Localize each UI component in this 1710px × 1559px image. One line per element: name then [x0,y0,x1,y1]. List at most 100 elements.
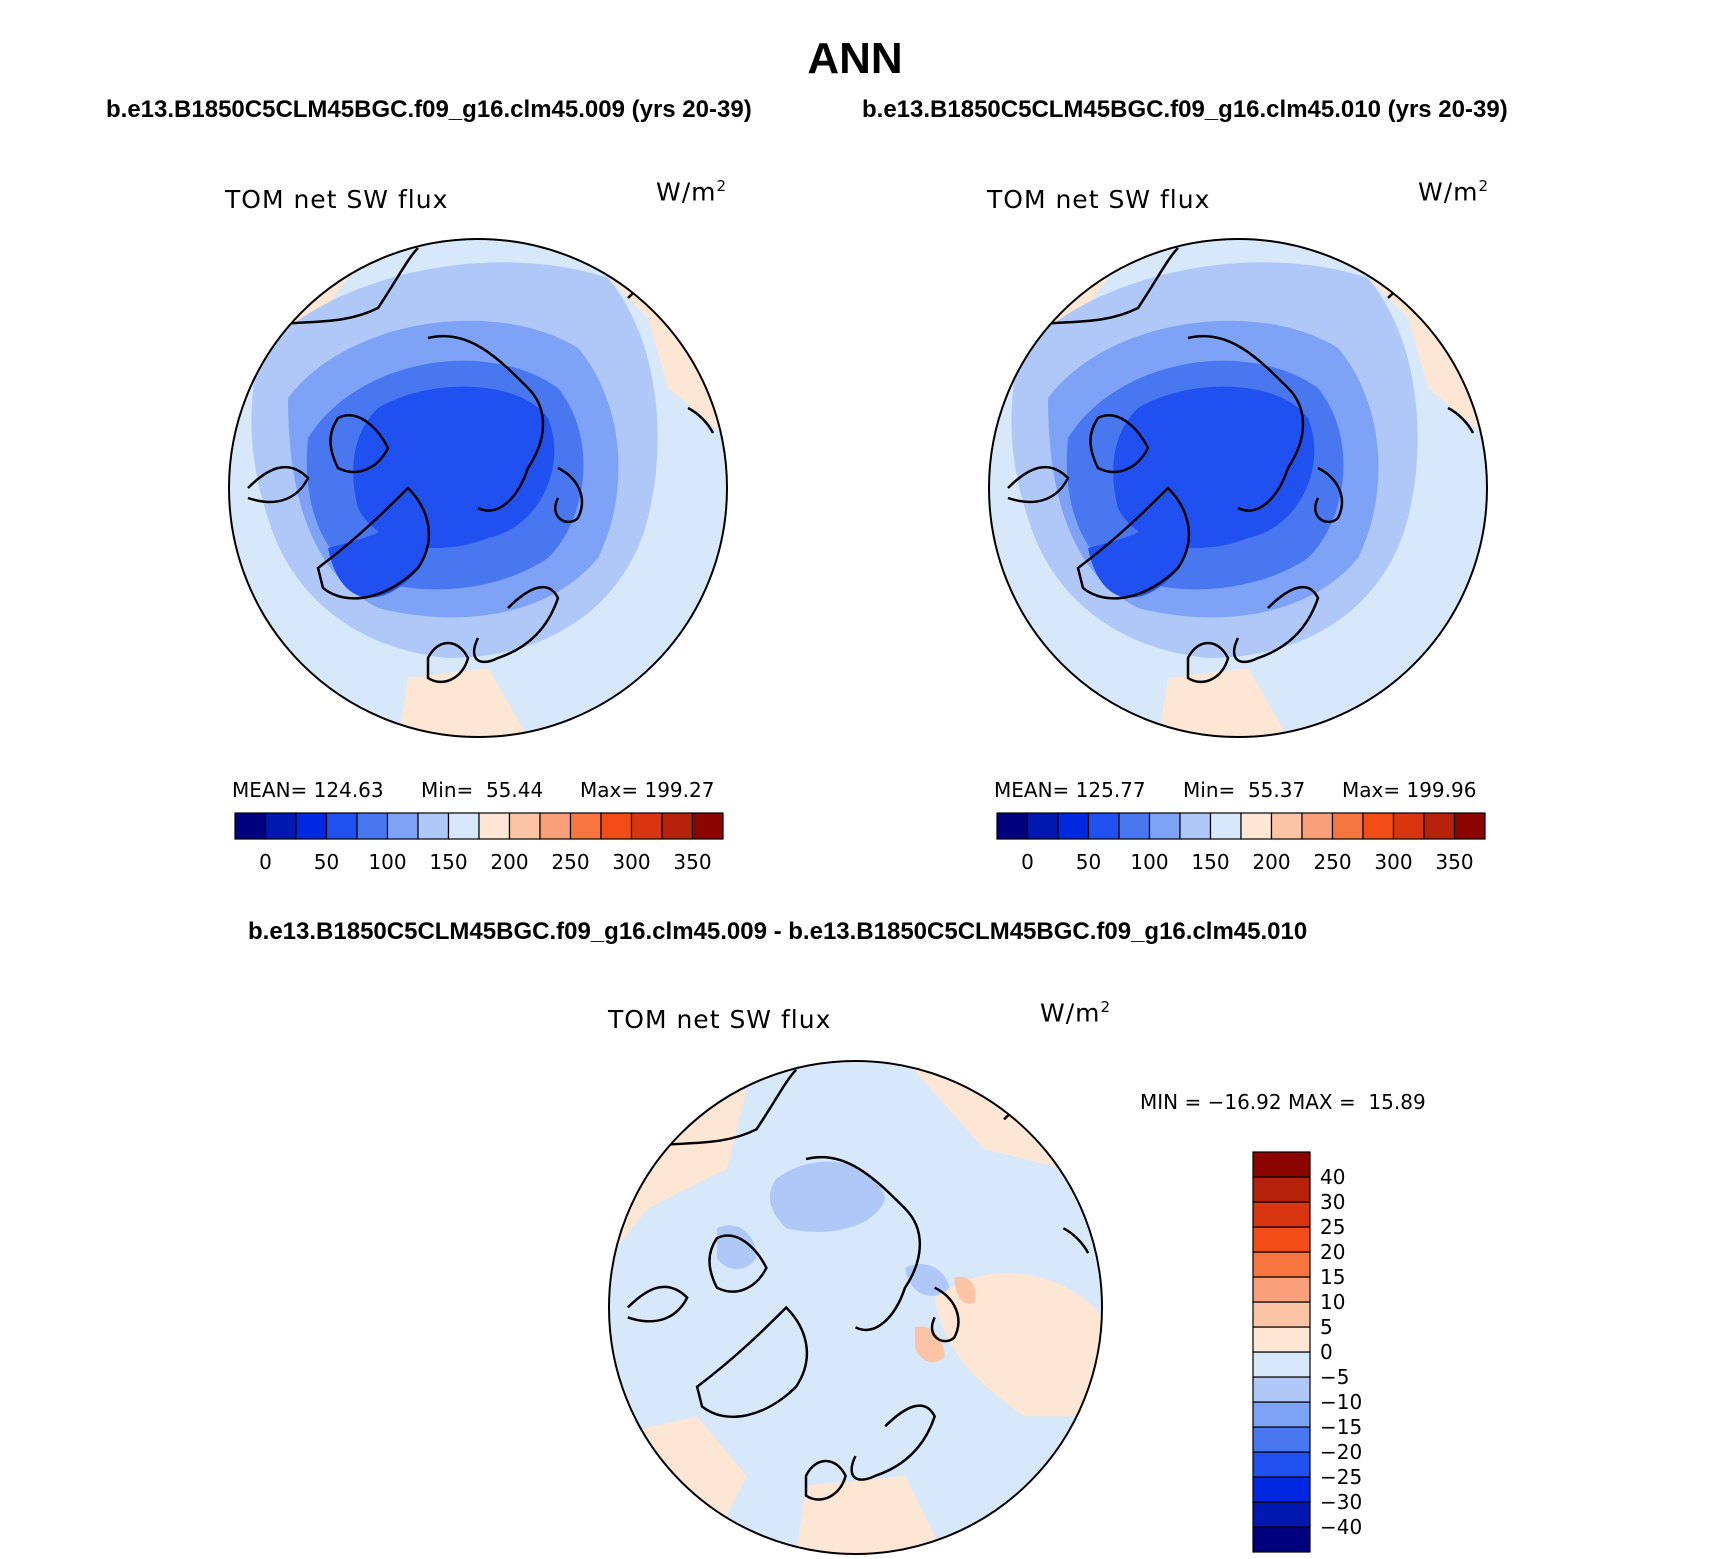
panel2-colorbar-box [1118,812,1151,840]
panel1-colorbar-ticks: 0 50 100 150 200 250 300 350 [235,850,723,876]
panel2-colorbar-box [1453,812,1486,840]
panel1-colorbar-tick-label: 250 [551,850,590,874]
panel1-colorbar-box [234,812,267,840]
panel1-colorbar-box [264,812,297,840]
panel2-colorbar-tick-label: 200 [1252,850,1291,874]
diff-colorbar-box [1252,1376,1311,1403]
panel2-colorbar-box [1362,812,1395,840]
panel1-colorbar-tick-label: 150 [429,850,468,874]
diff-variable-label: TOM net SW flux [608,1005,832,1034]
panel2-colorbar-tick-label: 150 [1191,850,1230,874]
subtitle-case-009: b.e13.B1850C5CLM45BGC.f09_g16.clm45.009 … [106,96,752,123]
diff-colorbar-box [1252,1351,1311,1378]
panel1-polar-map [228,238,728,738]
diff-colorbar-tick-label: −40 [1320,1515,1363,1539]
diff-colorbar-tick-label: −20 [1320,1440,1363,1464]
diff-colorbar-box [1252,1451,1311,1478]
panel2-colorbar-box [1209,812,1242,840]
diff-minmax: MIN = −16.92 MAX = 15.89 [1140,1090,1426,1114]
diff-colorbar-tick-label: 25 [1320,1215,1346,1239]
diff-colorbar-box [1252,1151,1311,1178]
subtitle-case-010: b.e13.B1850C5CLM45BGC.f09_g16.clm45.010 … [862,96,1508,123]
panel2-units: W/m2 [1418,177,1490,207]
panel2-colorbar [996,812,1486,840]
panel2-colorbar-box [1148,812,1181,840]
diff-colorbar-box [1252,1526,1311,1553]
panel1-colorbar-box [600,812,633,840]
panel1-min: Min= 55.44 [421,778,544,802]
diff-colorbar-box [1252,1476,1311,1503]
diff-polar-map [608,1060,1103,1555]
panel1-colorbar-box [386,812,419,840]
panel2-colorbar-box [1423,812,1456,840]
panel1-max: Max= 199.27 [580,778,715,802]
panel2-colorbar-box [1240,812,1273,840]
diff-colorbar-tick-label: 10 [1320,1290,1346,1314]
panel1-colorbar-box [630,812,663,840]
diff-colorbar-tick-label: −30 [1320,1490,1363,1514]
panel2-colorbar-tick-label: 100 [1130,850,1169,874]
figure-title: ANN [807,34,903,83]
panel1-units: W/m2 [656,177,728,207]
panel1-colorbar-tick-label: 350 [673,850,712,874]
diff-colorbar-box [1252,1176,1311,1203]
diff-colorbar-tick-label: −10 [1320,1390,1363,1414]
panel1-colorbar-box [325,812,358,840]
diff-colorbar-box [1252,1301,1311,1328]
panel1-colorbar-box [539,812,572,840]
panel2-colorbar-tick-label: 350 [1435,850,1474,874]
diff-colorbar-tick-label: −25 [1320,1465,1363,1489]
diff-colorbar-ticks: −40 −30 −25 −20 −15 −10 −5 0 5 10 15 20 25 30 40 [1320,1152,1400,1552]
panel2-colorbar-tick-label: 250 [1313,850,1352,874]
panel2-min: Min= 55.37 [1183,778,1306,802]
panel1-colorbar-box [478,812,511,840]
panel2-colorbar-box [1057,812,1090,840]
diff-colorbar-tick-label: 20 [1320,1240,1346,1264]
panel1-colorbar-tick-label: 200 [490,850,529,874]
diff-colorbar-tick-label: 5 [1320,1315,1333,1339]
panel2-colorbar-box [1179,812,1212,840]
panel2-colorbar-box [1392,812,1425,840]
panel1-colorbar-box [569,812,602,840]
diff-colorbar-box [1252,1426,1311,1453]
panel1-mean: MEAN= 124.63 [232,778,384,802]
panel1-variable-label: TOM net SW flux [225,185,449,214]
panel2-polar-map [988,238,1488,738]
diff-colorbar-tick-label: 30 [1320,1190,1346,1214]
diff-colorbar-tick-label: −5 [1320,1365,1350,1389]
panel2-colorbar-ticks: 0 50 100 150 200 250 300 350 [997,850,1485,876]
panel2-colorbar-box [1301,812,1334,840]
panel2-colorbar-box [1270,812,1303,840]
diff-colorbar-tick-label: 0 [1320,1340,1333,1364]
diff-colorbar-tick-label: 15 [1320,1265,1346,1289]
diff-colorbar-box [1252,1401,1311,1428]
panel1-colorbar-box [661,812,694,840]
subtitle-difference: b.e13.B1850C5CLM45BGC.f09_g16.clm45.009 … [248,918,1308,945]
diff-colorbar-box [1252,1326,1311,1353]
diff-colorbar-box [1252,1251,1311,1278]
panel1-colorbar-tick-label: 0 [259,850,272,874]
panel1-colorbar-box [356,812,389,840]
diff-colorbar-box [1252,1226,1311,1253]
panel1-colorbar-box [447,812,480,840]
panel1-colorbar-box [508,812,541,840]
panel1-colorbar-box [691,812,724,840]
diff-colorbar-box [1252,1276,1311,1303]
panel1-colorbar-tick-label: 100 [368,850,407,874]
diff-colorbar-tick-label: 40 [1320,1165,1346,1189]
panel1-colorbar-box [417,812,450,840]
panel2-colorbar-box [996,812,1029,840]
panel2-max: Max= 199.96 [1342,778,1477,802]
panel1-colorbar-box [295,812,328,840]
panel2-colorbar-box [1087,812,1120,840]
panel2-colorbar-tick-label: 50 [1075,850,1102,874]
panel1-colorbar [234,812,724,840]
diff-colorbar-box [1252,1201,1311,1228]
diff-colorbar-box [1252,1501,1311,1528]
panel2-colorbar-box [1331,812,1364,840]
panel1-colorbar-tick-label: 50 [313,850,340,874]
panel1-colorbar-tick-label: 300 [612,850,651,874]
panel2-colorbar-tick-label: 0 [1021,850,1034,874]
panel2-variable-label: TOM net SW flux [987,185,1211,214]
diff-colorbar-tick-label: −15 [1320,1415,1363,1439]
